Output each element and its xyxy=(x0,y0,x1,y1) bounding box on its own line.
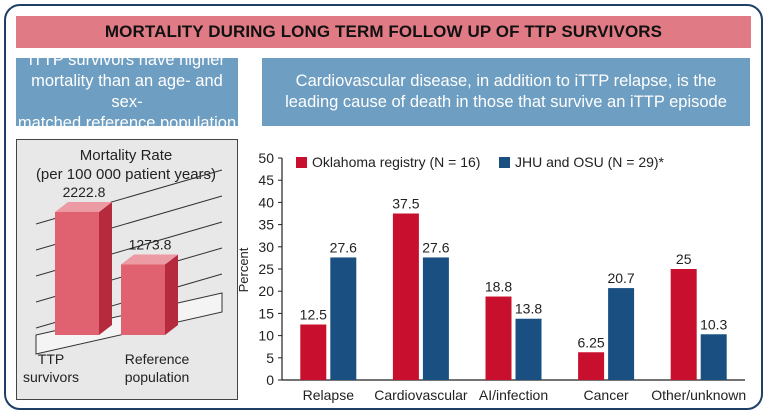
mortality-category-label: TTP xyxy=(38,351,64,367)
callout-right: Cardiovascular disease, in addition to i… xyxy=(262,58,750,126)
mortality-bar-side xyxy=(99,201,112,335)
mortality-bar-top xyxy=(121,254,178,265)
mortality-category-label: Reference xyxy=(125,351,190,367)
callout-left-line: mortality than an age- and sex- xyxy=(31,72,223,111)
mortality-bar-top xyxy=(55,201,112,212)
mortality-rate-panel: Mortality Rate (per 100 000 patient year… xyxy=(16,139,238,400)
mortality-value-label: 2222.8 xyxy=(63,184,106,200)
callout-left-line: matched reference population xyxy=(17,114,237,132)
mortality-value-label: 1273.8 xyxy=(129,236,172,252)
mortality-category-label: population xyxy=(125,369,190,385)
mortality-bar xyxy=(121,264,165,335)
banner-title: MORTALITY DURING LONG TERM FOLLOW UP OF … xyxy=(16,16,751,48)
figure-frame xyxy=(4,4,763,410)
mortality-bar-side xyxy=(165,254,178,335)
mortality-chart-subtitle: (per 100 000 patient years) xyxy=(36,166,216,183)
mortality-category-label: survivors xyxy=(23,369,79,385)
mortality-bar xyxy=(55,211,99,335)
callout-left-line: iTTP survivors have higher xyxy=(29,51,225,69)
callout-left: iTTP survivors have higher mortality tha… xyxy=(16,51,238,132)
callout-right-line: Cardiovascular disease, in addition to i… xyxy=(295,72,717,90)
mortality-chart-title: Mortality Rate xyxy=(80,147,173,164)
mortality-rate-chart: Mortality Rate (per 100 000 patient year… xyxy=(23,147,223,385)
callout-right-line: leading cause of death in those that sur… xyxy=(285,93,727,111)
